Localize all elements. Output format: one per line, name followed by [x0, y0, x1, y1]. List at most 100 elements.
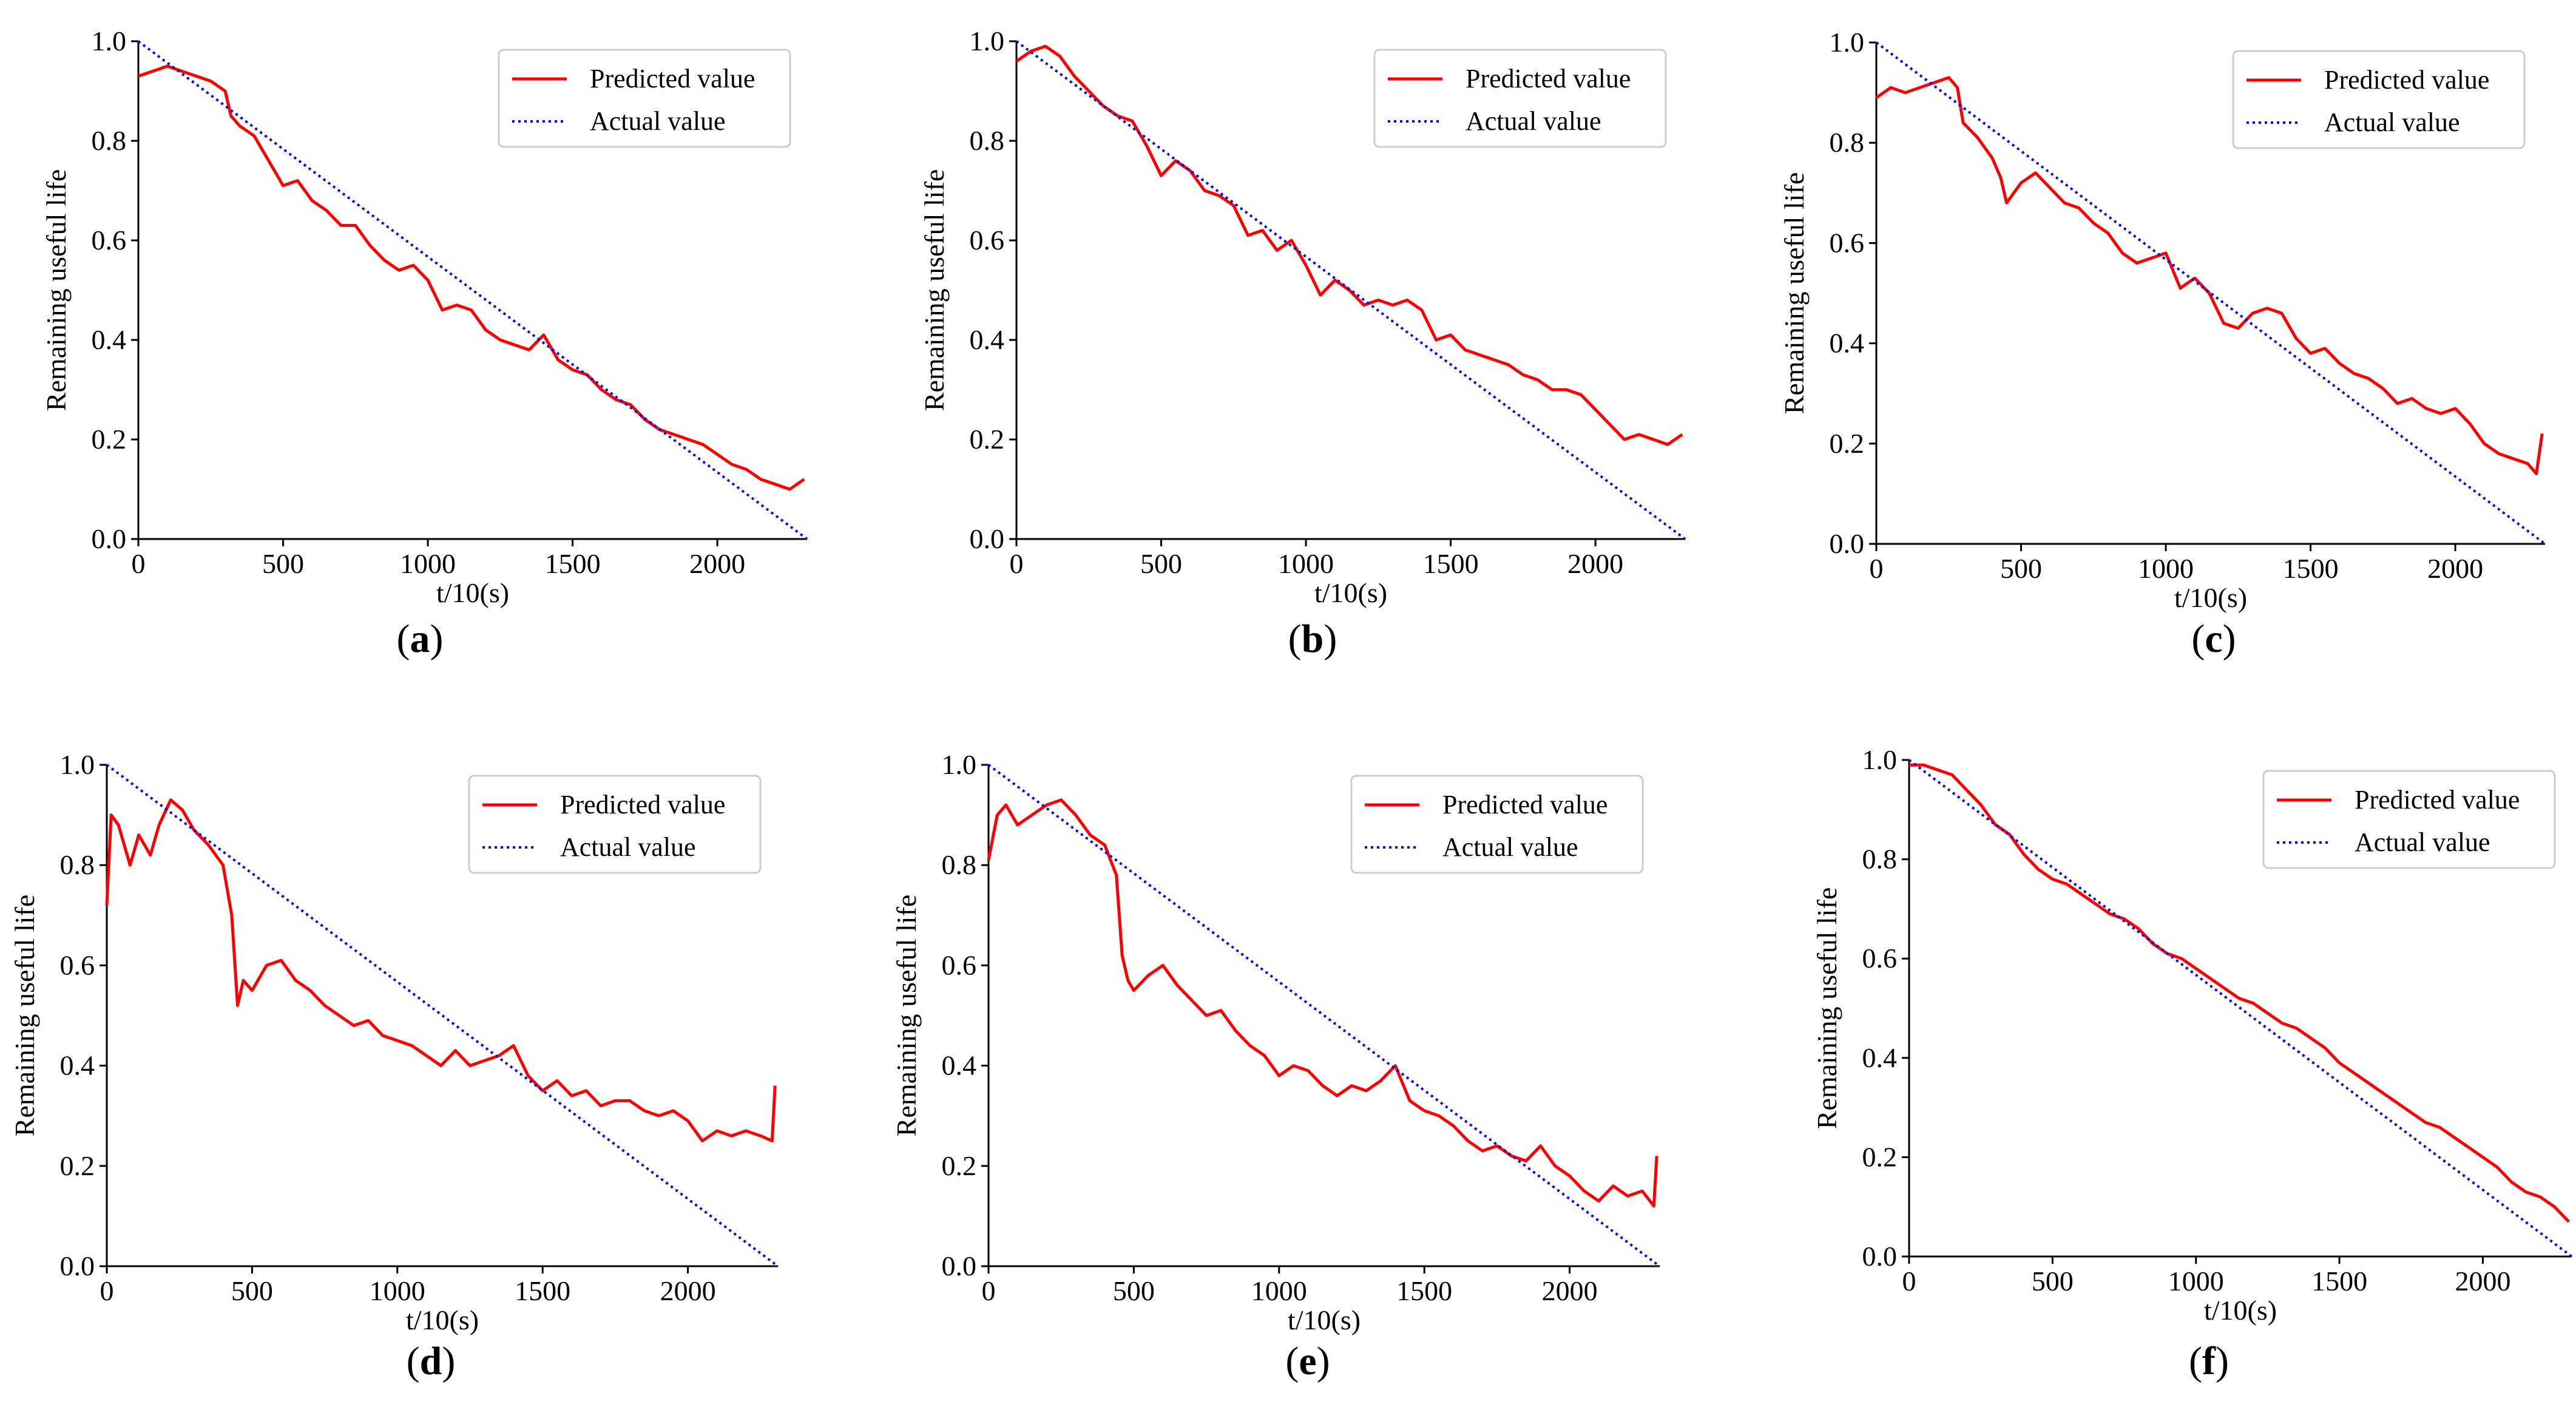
chart-panel-e: 0.0 0.2 0.4 0.6 0.8 1.0 0 500 1000 1500 2000 t/10(s… [859, 710, 1717, 1420]
chart-panel-f: 0.0 0.2 0.4 0.6 0.8 1.0 0 500 1000 1500 2000 t/10(s… [1717, 710, 2576, 1420]
x-tick-label: 1000 [1278, 548, 1334, 579]
y-tick-label: 0.6 [942, 949, 977, 980]
y-tick-label: 1.0 [1830, 27, 1865, 58]
legend-predicted-label: Predicted value [560, 790, 725, 819]
x-tick-label: 500 [1140, 548, 1182, 579]
x-tick-label: 500 [1113, 1275, 1155, 1306]
x-tick-label: 1000 [2168, 1266, 2224, 1297]
legend-actual-label: Actual value [590, 106, 726, 136]
y-tick-label: 0.8 [942, 849, 977, 880]
predicted-value-line [1909, 763, 2571, 1223]
actual-value-line [987, 764, 1661, 1267]
y-tick-label: 0.8 [92, 125, 127, 156]
chart-f: 0.0 0.2 0.4 0.6 0.8 1.0 0 500 1000 1500 2000 t/10(s… [1811, 744, 2573, 1326]
x-axis-title: t/10(s) [1288, 1304, 1361, 1335]
actual-value-line [1908, 759, 2573, 1258]
legend-predicted-label: Predicted value [2324, 65, 2489, 95]
predicted-value-line [1875, 76, 2544, 475]
legend-box [2232, 50, 2526, 149]
chart-e: 0.0 0.2 0.4 0.6 0.8 1.0 0 500 1000 1500 2000 t/10(s… [891, 749, 1661, 1335]
chart-panel-c: 0.0 0.2 0.4 0.6 0.8 1.0 0 500 1000 1500 2000 t/10(s… [1717, 0, 2576, 710]
chart-d: 0.0 0.2 0.4 0.6 0.8 1.0 0 500 1000 1500 2000 t/10(s… [9, 749, 779, 1335]
x-tick-label: 1500 [515, 1275, 570, 1306]
y-tick-label: 0.4 [970, 324, 1005, 355]
y-axis-title: Remaining useful life [1811, 887, 1842, 1130]
y-tick-label: 0.6 [1830, 227, 1865, 258]
legend-predicted-label: Predicted value [590, 64, 755, 93]
y-tick-label: 1.0 [1862, 744, 1898, 775]
legend-actual-label: Actual value [1442, 832, 1578, 862]
x-tick-label: 2000 [2427, 553, 2483, 584]
y-tick-label: 0.0 [942, 1250, 977, 1281]
x-axis-title: t/10(s) [1314, 577, 1387, 608]
x-tick-label: 500 [262, 548, 304, 579]
x-tick-label: 1000 [400, 548, 456, 579]
x-tick-label: 1000 [1251, 1275, 1307, 1306]
legend-box [2262, 770, 2556, 869]
x-axis-title: t/10(s) [436, 577, 509, 608]
caption-a: (a) [396, 617, 444, 661]
x-tick-label: 2000 [1567, 548, 1623, 579]
y-tick-label: 0.8 [60, 849, 95, 880]
predicted-value-line [987, 798, 1658, 1208]
legend-actual-label: Actual value [2355, 827, 2490, 857]
legend-box [468, 775, 762, 874]
y-axis-title: Remaining useful life [919, 169, 950, 412]
x-tick-label: 1000 [370, 1275, 425, 1306]
legend-predicted-label: Predicted value [1442, 790, 1607, 819]
chart-a: 0.0 0.2 0.4 0.6 0.8 1.0 0 500 1000 1500 2000 t/10(s… [41, 25, 808, 608]
legend-predicted-label: Predicted value [1465, 64, 1631, 93]
caption-b: (b) [1288, 617, 1337, 661]
x-tick-label: 500 [2032, 1266, 2074, 1297]
legend-actual-label: Actual value [560, 832, 696, 862]
x-tick-label: 1500 [1423, 548, 1479, 579]
y-tick-label: 0.4 [60, 1050, 95, 1081]
predicted-value-line [105, 798, 777, 1142]
legend-box [498, 49, 791, 148]
legend-box [1350, 775, 1644, 874]
y-tick-label: 1.0 [970, 25, 1005, 56]
x-tick-label: 0 [982, 1275, 996, 1306]
y-tick-label: 0.0 [1862, 1241, 1898, 1272]
actual-value-line [106, 764, 779, 1267]
y-axis-title: Remaining useful life [1779, 172, 1810, 415]
chart-b: 0.0 0.2 0.4 0.6 0.8 1.0 0 500 1000 1500 2000 t/10(s… [919, 25, 1686, 608]
x-tick-label: 1500 [2311, 1266, 2367, 1297]
legend-predicted-label: Predicted value [2355, 785, 2520, 815]
y-tick-label: 0.6 [60, 949, 95, 980]
chart-panel-d: 0.0 0.2 0.4 0.6 0.8 1.0 0 500 1000 1500 2000 t/10(s… [0, 710, 859, 1420]
chart-c: 0.0 0.2 0.4 0.6 0.8 1.0 0 500 1000 1500 2000 t/10(s… [1779, 27, 2546, 613]
legend-box [1373, 49, 1667, 148]
y-tick-label: 1.0 [60, 749, 95, 780]
y-tick-label: 0.8 [970, 125, 1005, 156]
y-axis-title: Remaining useful life [9, 895, 40, 1137]
predicted-value-line [138, 64, 805, 491]
y-tick-label: 0.0 [1830, 528, 1865, 559]
y-tick-label: 1.0 [92, 25, 127, 56]
x-tick-label: 1000 [2138, 553, 2194, 584]
y-tick-label: 0.6 [92, 225, 127, 256]
legend-actual-label: Actual value [2324, 107, 2460, 137]
legend-actual-label: Actual value [1465, 106, 1601, 136]
x-axis-title: t/10(s) [2174, 582, 2247, 613]
chart-panel-b: 0.0 0.2 0.4 0.6 0.8 1.0 0 500 1000 1500 2000 t/10(s… [859, 0, 1717, 710]
x-tick-label: 0 [132, 548, 146, 579]
x-axis-title: t/10(s) [2204, 1295, 2277, 1326]
y-tick-label: 0.2 [1862, 1141, 1898, 1172]
x-tick-label: 1500 [1396, 1275, 1452, 1306]
x-tick-label: 1500 [2283, 553, 2339, 584]
y-tick-label: 0.6 [1862, 943, 1898, 974]
caption-f: (f) [2189, 1339, 2229, 1383]
y-tick-label: 0.0 [60, 1250, 95, 1281]
y-tick-label: 0.2 [92, 424, 127, 455]
x-tick-label: 500 [231, 1275, 273, 1306]
caption-c: (c) [2191, 617, 2236, 661]
x-tick-label: 2000 [1542, 1275, 1598, 1306]
y-tick-label: 1.0 [942, 749, 977, 780]
y-tick-label: 0.2 [1830, 428, 1865, 459]
caption-e: (e) [1285, 1339, 1330, 1383]
y-tick-label: 0.8 [1830, 127, 1865, 158]
x-tick-label: 0 [1870, 553, 1884, 584]
x-tick-label: 500 [2000, 553, 2042, 584]
x-tick-label: 1500 [545, 548, 601, 579]
